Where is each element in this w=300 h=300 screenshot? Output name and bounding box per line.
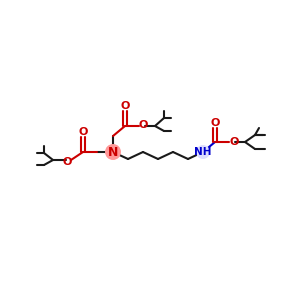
Text: O: O	[138, 120, 148, 130]
Text: O: O	[120, 101, 130, 111]
Text: O: O	[62, 157, 72, 167]
Text: O: O	[210, 118, 220, 128]
Text: N: N	[108, 146, 118, 158]
Circle shape	[196, 145, 210, 159]
Text: O: O	[229, 137, 239, 147]
Circle shape	[105, 144, 121, 160]
Text: O: O	[78, 127, 88, 137]
Text: NH: NH	[194, 147, 212, 157]
